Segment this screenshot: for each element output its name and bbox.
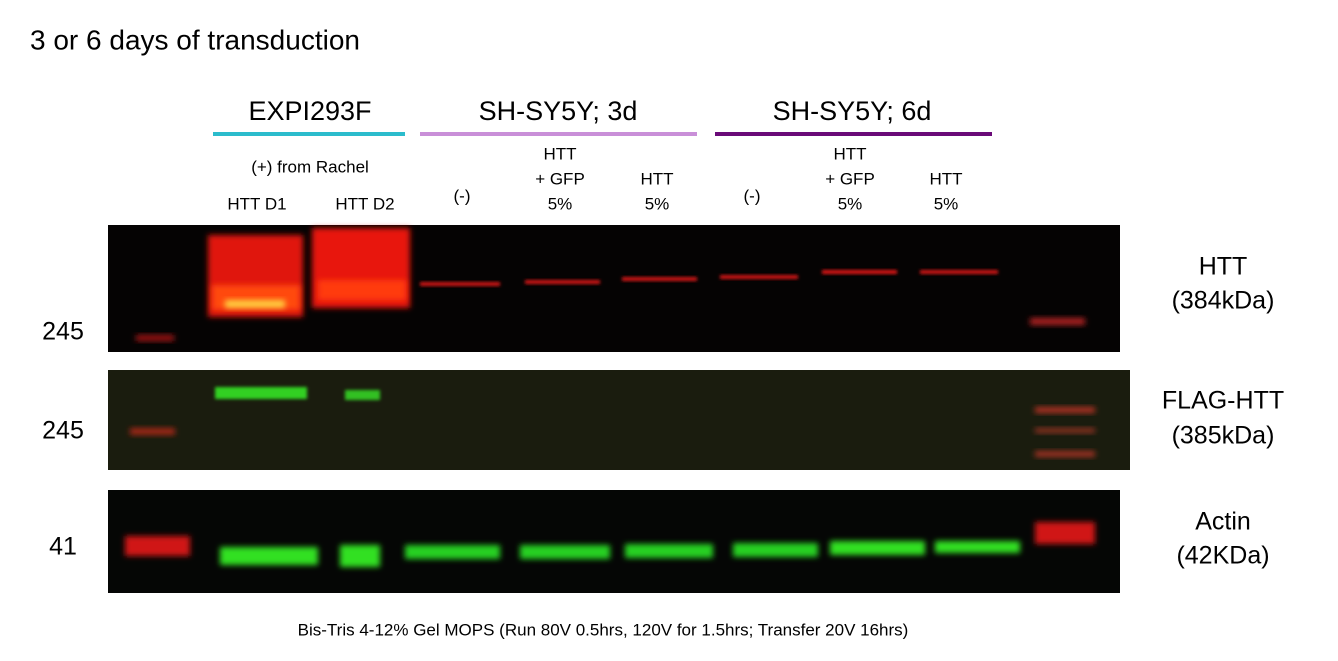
lane-label: HTT — [833, 144, 866, 163]
lane-label: + GFP — [825, 169, 875, 188]
footnote: Bis-Tris 4-12% Gel MOPS (Run 80V 0.5hrs,… — [298, 620, 909, 639]
marker-band — [136, 335, 174, 341]
band — [405, 545, 500, 559]
lane-label: (-) — [454, 186, 471, 205]
blots — [108, 225, 1130, 593]
lane-label: (-) — [744, 186, 761, 205]
group-label: EXPI293F — [248, 96, 371, 126]
lane-label: 5% — [838, 194, 863, 213]
band — [225, 300, 285, 308]
marker-label: 245 — [42, 318, 84, 346]
lane-label: HTT — [640, 169, 673, 188]
marker-band — [1035, 522, 1095, 544]
band — [720, 275, 798, 279]
marker-band — [130, 428, 175, 435]
blot-label: (42KDa) — [1176, 542, 1269, 570]
lane-label: HTT — [929, 169, 962, 188]
band — [420, 282, 500, 286]
blot-label: FLAG-HTT — [1162, 387, 1284, 415]
band — [822, 270, 897, 274]
band — [318, 280, 406, 300]
blot-label: (384kDa) — [1172, 287, 1275, 315]
lane-label: HTT D1 — [227, 194, 286, 213]
blot-label: HTT — [1199, 253, 1248, 281]
band — [520, 545, 610, 559]
title: 3 or 6 days of transduction — [30, 24, 360, 55]
band — [340, 545, 380, 567]
band — [345, 390, 380, 400]
marker-band — [1030, 318, 1085, 325]
marker-band — [1035, 428, 1095, 433]
marker-band — [1035, 451, 1095, 457]
group-label: SH-SY5Y; 3d — [479, 96, 638, 126]
marker-band — [125, 536, 190, 556]
lane-label: 5% — [934, 194, 959, 213]
group-label: SH-SY5Y; 6d — [773, 96, 932, 126]
band — [220, 547, 318, 565]
blot-label: (385kDa) — [1172, 422, 1275, 450]
band — [830, 541, 925, 555]
marker-label: 41 — [49, 533, 77, 561]
lane-label: 5% — [645, 194, 670, 213]
band — [935, 541, 1020, 553]
band — [215, 387, 307, 399]
lane-label: + GFP — [535, 169, 585, 188]
band — [733, 543, 818, 557]
band — [625, 544, 713, 558]
marker-label: 245 — [42, 417, 84, 445]
band — [622, 277, 697, 281]
band — [920, 270, 998, 274]
lane-label: 5% — [548, 194, 573, 213]
lane-label: HTT — [543, 144, 576, 163]
marker-band — [1035, 407, 1095, 413]
blot-label: Actin — [1195, 508, 1251, 536]
band — [525, 280, 600, 284]
flag-blot — [108, 370, 1130, 470]
group-note: (+) from Rachel — [251, 157, 369, 176]
lane-label: HTT D2 — [335, 194, 394, 213]
